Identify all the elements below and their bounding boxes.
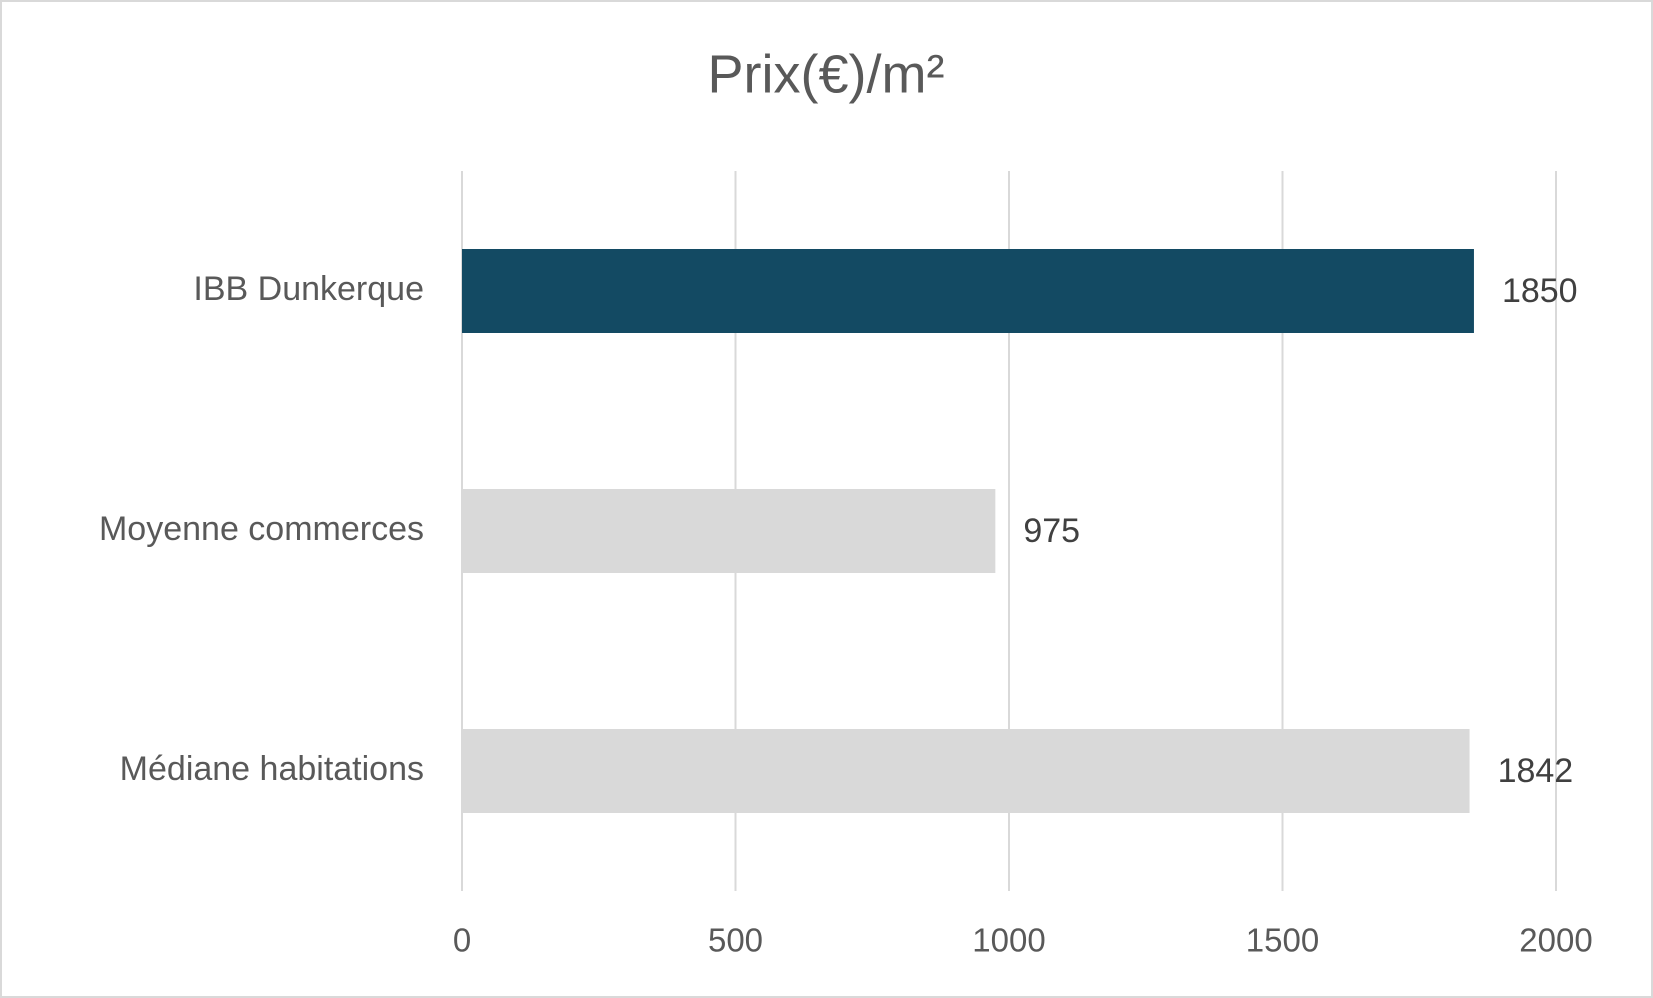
chart-title: Prix(€)/m²	[708, 44, 945, 104]
x-tick-label: 2000	[1519, 922, 1592, 959]
value-label: 1850	[1502, 272, 1578, 310]
bar	[462, 729, 1470, 813]
x-tick-label: 1000	[972, 922, 1045, 959]
bar	[462, 489, 996, 573]
y-tick-label: Moyenne commerces	[99, 510, 424, 548]
y-tick-label: Médiane habitations	[120, 750, 424, 788]
y-tick-label: IBB Dunkerque	[193, 270, 424, 308]
value-label: 1842	[1498, 752, 1574, 790]
bar	[462, 249, 1474, 333]
x-tick-label: 1500	[1246, 922, 1319, 959]
value-label: 975	[1023, 512, 1080, 550]
x-tick-label: 500	[708, 922, 763, 959]
x-tick-label: 0	[453, 922, 471, 959]
